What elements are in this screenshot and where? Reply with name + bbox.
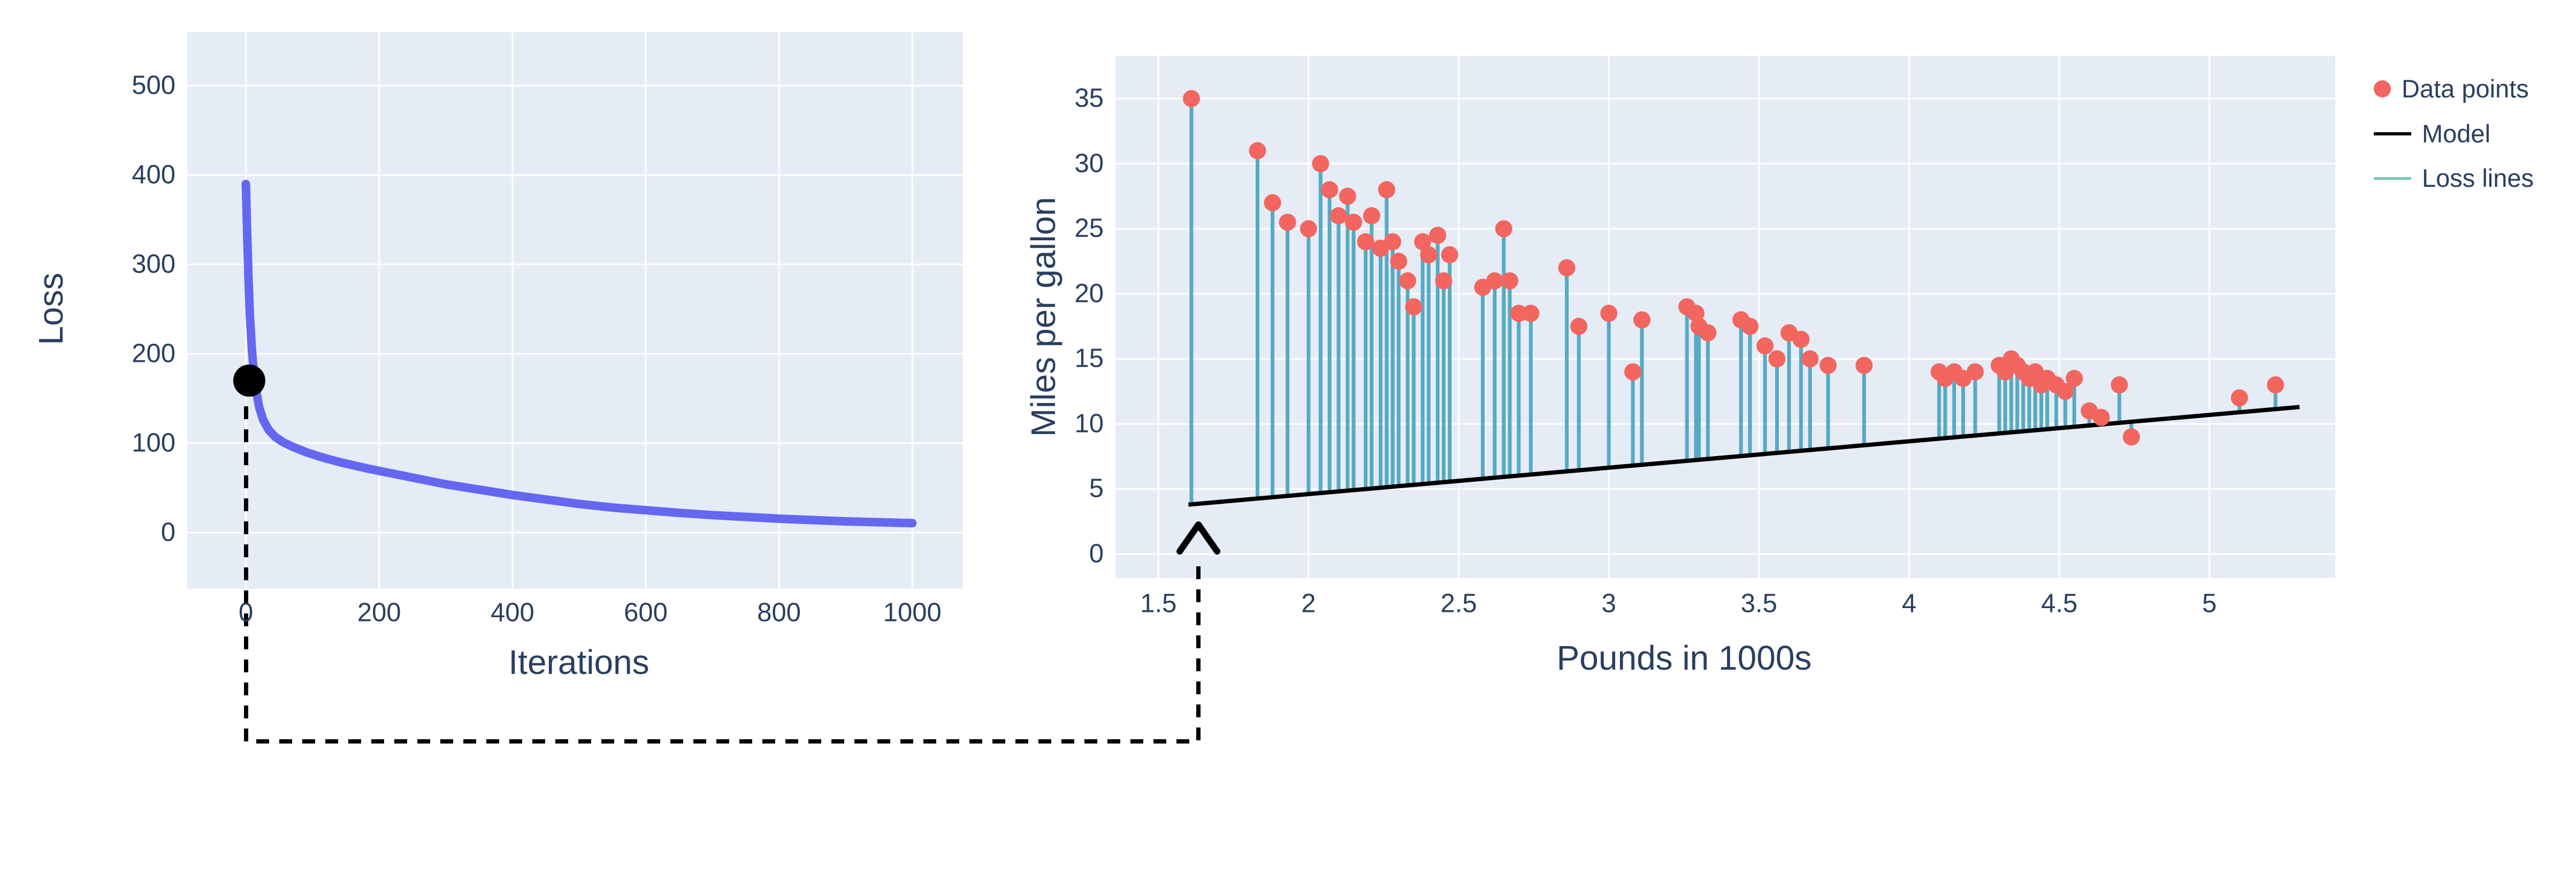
data-point — [1414, 233, 1432, 251]
model-swatch-icon — [2374, 132, 2411, 135]
loss-x-axis-title: Iterations — [508, 643, 649, 681]
data-point — [1357, 233, 1374, 251]
data-point — [1486, 272, 1503, 290]
data-point — [1279, 214, 1296, 231]
mpg-x-tick-label: 3.5 — [1740, 589, 1777, 618]
data-point — [2122, 428, 2140, 446]
loss-y-tick-label: 0 — [160, 518, 175, 547]
data-point — [1249, 142, 1266, 160]
mpg-x-axis-title: Pounds in 1000s — [1556, 639, 1812, 677]
data-point — [1820, 357, 1837, 374]
data-point — [1378, 181, 1395, 199]
mpg-y-tick-label: 35 — [1074, 84, 1104, 113]
data-point — [1741, 317, 1759, 335]
model-chart-plot-area — [1115, 56, 2335, 578]
loss-x-tick-label: 400 — [491, 598, 534, 627]
mpg-y-tick-label: 0 — [1089, 539, 1104, 568]
data-point — [1756, 337, 1774, 355]
data-point — [1501, 272, 1518, 290]
data-point — [1855, 357, 1873, 374]
loss-chart-plot-area — [187, 32, 963, 589]
data-point — [1345, 214, 1363, 231]
data-point — [1384, 233, 1402, 251]
data-point — [1624, 363, 1642, 381]
data-points-swatch-icon — [2374, 80, 2391, 97]
mpg-x-tick-label: 1.5 — [1140, 589, 1177, 618]
data-point — [2057, 383, 2074, 400]
mpg-x-tick-label: 3 — [1601, 589, 1616, 618]
data-point — [1510, 305, 1527, 322]
current-iteration-marker — [233, 365, 265, 397]
legend-item-model[interactable]: Model — [2374, 119, 2534, 148]
data-point — [1558, 259, 1576, 277]
legend-item-data-points[interactable]: Data points — [2374, 75, 2534, 103]
mpg-y-tick-label: 25 — [1074, 214, 1104, 243]
data-point — [1522, 305, 1540, 322]
data-point — [1801, 350, 1819, 368]
mpg-x-tick-label: 5 — [2202, 589, 2217, 618]
data-point — [2111, 376, 2128, 393]
mpg-y-tick-label: 10 — [1074, 409, 1104, 438]
data-point — [2230, 389, 2248, 407]
data-point — [1390, 253, 1408, 270]
data-point — [1420, 246, 1438, 263]
data-point — [1399, 272, 1417, 290]
data-point — [1405, 298, 1423, 316]
legend-label-loss-lines: Loss lines — [2422, 164, 2534, 193]
mpg-y-tick-label: 20 — [1074, 279, 1104, 308]
mpg-x-tick-label: 2.5 — [1440, 589, 1477, 618]
loss-y-axis-title: Loss — [32, 272, 70, 345]
data-point — [1768, 350, 1786, 368]
data-point — [1339, 187, 1356, 205]
mpg-y-tick-label: 30 — [1074, 149, 1104, 178]
data-point — [1330, 207, 1347, 224]
data-point — [1792, 330, 1810, 348]
data-point — [1183, 90, 1200, 108]
legend-label-data-points: Data points — [2402, 74, 2529, 103]
model-line — [1188, 405, 2300, 507]
legend: Data points Model Loss lines — [2374, 75, 2534, 192]
legend-label-model: Model — [2422, 119, 2491, 148]
loss-x-tick-label: 800 — [757, 598, 801, 627]
data-point — [2066, 369, 2083, 387]
data-point — [1699, 324, 1717, 342]
data-point — [1312, 155, 1329, 172]
data-point — [1570, 317, 1588, 335]
data-point — [1600, 305, 1618, 322]
mpg-x-tick-label: 2 — [1301, 589, 1316, 618]
mpg-y-tick-label: 5 — [1089, 474, 1104, 503]
loss-x-tick-label: 1000 — [883, 598, 942, 627]
loss-chart — [187, 32, 963, 589]
data-point — [1495, 220, 1512, 238]
data-point — [1687, 305, 1704, 322]
legend-item-loss-lines[interactable]: Loss lines — [2374, 164, 2534, 192]
data-point — [1441, 246, 1458, 263]
data-point — [2092, 408, 2110, 426]
data-point — [1435, 272, 1453, 290]
data-point — [1300, 220, 1317, 238]
mpg-x-tick-label: 4.5 — [2041, 589, 2078, 618]
loss-y-tick-label: 300 — [132, 249, 175, 279]
mpg-y-tick-label: 15 — [1074, 344, 1104, 373]
data-point — [1264, 194, 1281, 211]
data-point — [1429, 226, 1447, 244]
mpg-y-axis-title: Miles per gallon — [1024, 196, 1062, 437]
loss-y-tick-label: 500 — [132, 71, 175, 100]
data-point — [1363, 207, 1380, 224]
loss-y-tick-label: 100 — [132, 428, 175, 458]
loss-x-tick-label: 200 — [357, 598, 401, 627]
data-point — [1633, 311, 1650, 329]
loss-y-tick-label: 400 — [132, 160, 175, 189]
data-point — [1967, 363, 1984, 381]
data-point — [2267, 376, 2284, 393]
loss-y-tick-label: 200 — [132, 339, 175, 368]
mpg-x-tick-label: 4 — [1901, 589, 1917, 618]
loss-x-tick-label: 600 — [624, 598, 668, 627]
loss-lines-swatch-icon — [2374, 177, 2411, 180]
data-point — [1321, 181, 1339, 199]
loss-x-tick-label: 0 — [238, 598, 254, 627]
model-chart — [1115, 56, 2335, 578]
